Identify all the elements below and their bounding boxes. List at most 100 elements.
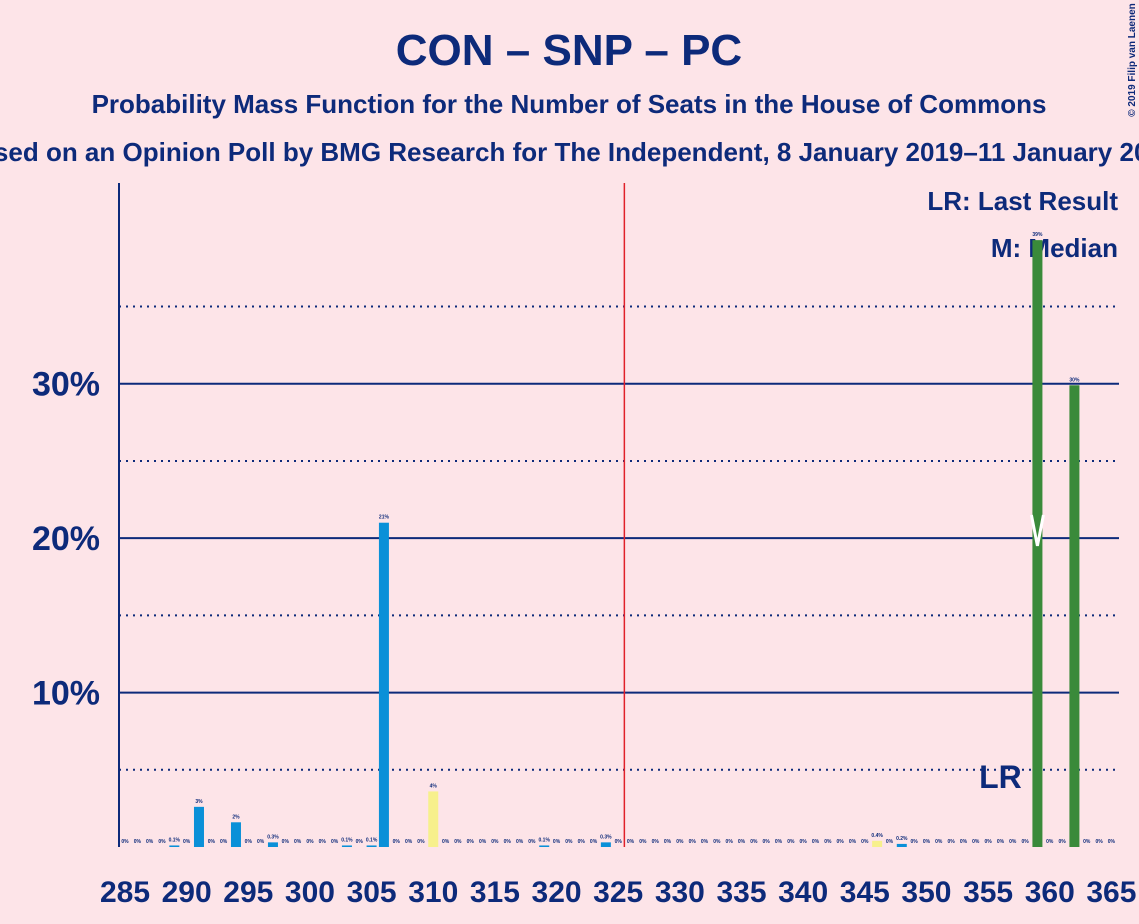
value-label: 0% xyxy=(257,839,265,845)
value-label: 0% xyxy=(553,839,561,845)
x-tick-label: 350 xyxy=(901,876,951,909)
x-tick-label: 335 xyxy=(716,876,766,909)
value-label: 0% xyxy=(282,839,290,845)
legend-entry: M: Median xyxy=(991,233,1118,263)
value-label: 0% xyxy=(565,839,573,845)
x-tick-label: 310 xyxy=(408,876,458,909)
value-label: 0% xyxy=(319,839,327,845)
value-label: 0% xyxy=(812,839,820,845)
value-label: 0% xyxy=(146,839,154,845)
value-label: 0% xyxy=(454,839,462,845)
value-label: 0% xyxy=(393,839,401,845)
value-label: 0% xyxy=(713,839,721,845)
median-marker xyxy=(1029,514,1045,547)
x-tick-label: 360 xyxy=(1025,876,1075,909)
value-label: 0.4% xyxy=(871,833,883,839)
value-label: 0% xyxy=(701,839,709,845)
value-label: 0% xyxy=(947,839,955,845)
bar xyxy=(896,843,907,847)
x-tick-label: 365 xyxy=(1086,876,1136,909)
value-label: 0% xyxy=(824,839,832,845)
legend-entry: LR: Last Result xyxy=(927,186,1118,216)
value-label: 0.1% xyxy=(169,837,181,843)
x-tick-label: 300 xyxy=(285,876,335,909)
value-label: 0% xyxy=(331,839,339,845)
x-tick-label: 290 xyxy=(162,876,212,909)
bar xyxy=(539,845,550,847)
bar xyxy=(193,806,204,847)
value-label: 2% xyxy=(232,814,240,820)
x-tick-label: 285 xyxy=(100,876,150,909)
y-tick-label: 20% xyxy=(32,520,100,558)
value-label: 0% xyxy=(664,839,672,845)
x-tick-label: 325 xyxy=(593,876,643,909)
value-label: 0.2% xyxy=(896,836,908,842)
bar xyxy=(378,522,389,847)
value-label: 0% xyxy=(689,839,697,845)
value-label: 30% xyxy=(1069,377,1080,383)
value-label: 0% xyxy=(960,839,968,845)
value-label: 0% xyxy=(800,839,808,845)
value-label: 39% xyxy=(1032,232,1043,238)
value-label: 0% xyxy=(183,839,191,845)
value-label: 0.3% xyxy=(600,834,612,840)
value-label: 0% xyxy=(516,839,524,845)
chart-title: CON – SNP – PC xyxy=(396,26,742,75)
value-label: 0% xyxy=(467,839,475,845)
value-label: 0% xyxy=(861,839,869,845)
x-tick-label: 345 xyxy=(840,876,890,909)
value-label: 0% xyxy=(245,839,253,845)
bar xyxy=(267,842,278,847)
value-label: 0% xyxy=(528,839,536,845)
bar xyxy=(1069,385,1080,847)
value-label: 0% xyxy=(849,839,857,845)
value-label: 0% xyxy=(923,839,931,845)
value-label: 0% xyxy=(158,839,166,845)
value-label: 0% xyxy=(1058,839,1066,845)
value-label: 0% xyxy=(504,839,512,845)
chart-subtitle: Based on an Opinion Poll by BMG Research… xyxy=(0,137,1139,167)
x-tick-label: 295 xyxy=(223,876,273,909)
x-tick-label: 340 xyxy=(778,876,828,909)
value-label: 0% xyxy=(726,839,734,845)
value-label: 0% xyxy=(1108,839,1116,845)
value-label: 0% xyxy=(763,839,771,845)
value-label: 0% xyxy=(417,839,425,845)
bar xyxy=(341,845,352,847)
value-label: 0% xyxy=(972,839,980,845)
value-label: 4% xyxy=(430,783,438,789)
y-tick-label: 30% xyxy=(32,366,100,404)
value-label: 0% xyxy=(121,839,129,845)
bar xyxy=(230,822,241,847)
value-label: 21% xyxy=(379,515,390,521)
value-label: 0% xyxy=(590,839,598,845)
y-tick-label: 10% xyxy=(32,675,100,713)
value-label: 0% xyxy=(405,839,413,845)
bar xyxy=(428,791,439,847)
value-label: 0% xyxy=(306,839,314,845)
x-tick-label: 330 xyxy=(655,876,705,909)
value-label: 0% xyxy=(997,839,1005,845)
value-label: 0% xyxy=(787,839,795,845)
bar xyxy=(872,840,883,847)
value-label: 0% xyxy=(615,839,623,845)
value-label: 0% xyxy=(134,839,142,845)
value-label: 0% xyxy=(639,839,647,845)
value-label: 0% xyxy=(837,839,845,845)
value-label: 0% xyxy=(935,839,943,845)
last-result-marker: LR xyxy=(979,759,1022,795)
value-label: 0% xyxy=(676,839,684,845)
x-tick-label: 355 xyxy=(963,876,1013,909)
value-label: 0% xyxy=(886,839,894,845)
bar xyxy=(600,842,611,847)
value-label: 0% xyxy=(738,839,746,845)
bar xyxy=(169,845,180,847)
value-label: 0.1% xyxy=(341,837,353,843)
value-label: 0.3% xyxy=(267,834,279,840)
value-label: 0% xyxy=(1083,839,1091,845)
value-label: 0% xyxy=(294,839,302,845)
value-label: 0% xyxy=(652,839,660,845)
x-tick-label: 315 xyxy=(470,876,520,909)
